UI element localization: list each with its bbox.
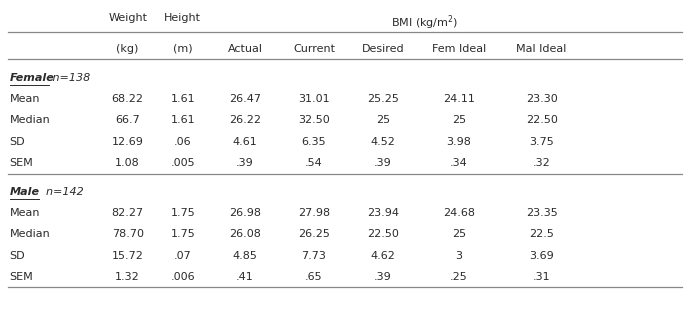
Text: 82.27: 82.27 — [112, 208, 144, 218]
Text: 66.7: 66.7 — [115, 116, 140, 126]
Text: .06: .06 — [174, 137, 192, 147]
Text: Mean: Mean — [10, 208, 40, 218]
Text: 3.98: 3.98 — [446, 137, 471, 147]
Text: .006: .006 — [170, 272, 195, 282]
Text: Mean: Mean — [10, 94, 40, 104]
Text: .39: .39 — [374, 158, 392, 168]
Text: Median: Median — [10, 229, 50, 239]
Text: .41: .41 — [236, 272, 254, 282]
Text: 1.32: 1.32 — [115, 272, 140, 282]
Text: 7.73: 7.73 — [302, 251, 326, 261]
Text: 26.08: 26.08 — [229, 229, 261, 239]
Text: (kg): (kg) — [117, 44, 139, 54]
Text: 24.68: 24.68 — [443, 208, 475, 218]
Text: 23.30: 23.30 — [526, 94, 558, 104]
Text: 12.69: 12.69 — [112, 137, 144, 147]
Text: 26.25: 26.25 — [298, 229, 330, 239]
Text: .39: .39 — [374, 272, 392, 282]
Text: Female: Female — [10, 73, 55, 83]
Text: 3.69: 3.69 — [529, 251, 554, 261]
Text: 32.50: 32.50 — [298, 116, 330, 126]
Text: 23.94: 23.94 — [367, 208, 399, 218]
Text: 1.75: 1.75 — [170, 208, 195, 218]
Text: Fem Ideal: Fem Ideal — [432, 44, 486, 54]
Text: 25: 25 — [452, 229, 466, 239]
Text: Mal Ideal: Mal Ideal — [516, 44, 567, 54]
Text: 1.08: 1.08 — [115, 158, 140, 168]
Text: 25: 25 — [452, 116, 466, 126]
Text: Median: Median — [10, 116, 50, 126]
Text: Male: Male — [10, 187, 39, 197]
Text: 23.35: 23.35 — [526, 208, 558, 218]
Text: .005: .005 — [170, 158, 195, 168]
Text: 4.52: 4.52 — [371, 137, 395, 147]
Text: n=142: n=142 — [39, 187, 83, 197]
Text: 4.61: 4.61 — [233, 137, 257, 147]
Text: n=138: n=138 — [49, 73, 90, 83]
Text: .34: .34 — [450, 158, 468, 168]
Text: 26.22: 26.22 — [229, 116, 261, 126]
Text: .65: .65 — [305, 272, 323, 282]
Text: 31.01: 31.01 — [298, 94, 330, 104]
Text: 26.98: 26.98 — [229, 208, 261, 218]
Text: .54: .54 — [305, 158, 323, 168]
Text: 22.5: 22.5 — [529, 229, 554, 239]
Text: 68.22: 68.22 — [112, 94, 144, 104]
Text: BMI (kg/m$^2$): BMI (kg/m$^2$) — [391, 13, 458, 32]
Text: .31: .31 — [533, 272, 551, 282]
Text: Weight: Weight — [108, 13, 147, 23]
Text: SD: SD — [10, 137, 26, 147]
Text: 3.75: 3.75 — [529, 137, 554, 147]
Text: 27.98: 27.98 — [298, 208, 330, 218]
Text: 25.25: 25.25 — [367, 94, 399, 104]
Text: 4.85: 4.85 — [233, 251, 257, 261]
Text: Desired: Desired — [362, 44, 404, 54]
Text: (m): (m) — [173, 44, 193, 54]
Text: .39: .39 — [236, 158, 254, 168]
Text: Current: Current — [293, 44, 335, 54]
Text: .07: .07 — [174, 251, 192, 261]
Text: 24.11: 24.11 — [443, 94, 475, 104]
Text: 22.50: 22.50 — [367, 229, 399, 239]
Text: SD: SD — [10, 251, 26, 261]
Text: 1.75: 1.75 — [170, 229, 195, 239]
Text: 4.62: 4.62 — [371, 251, 395, 261]
Text: 26.47: 26.47 — [229, 94, 261, 104]
Text: 3: 3 — [455, 251, 462, 261]
Text: 25: 25 — [376, 116, 390, 126]
Text: 1.61: 1.61 — [170, 116, 195, 126]
Text: 15.72: 15.72 — [112, 251, 144, 261]
Text: .32: .32 — [533, 158, 551, 168]
Text: Actual: Actual — [228, 44, 262, 54]
Text: 6.35: 6.35 — [302, 137, 326, 147]
Text: .25: .25 — [450, 272, 468, 282]
Text: SEM: SEM — [10, 158, 33, 168]
Text: Height: Height — [164, 13, 201, 23]
Text: 1.61: 1.61 — [170, 94, 195, 104]
Text: SEM: SEM — [10, 272, 33, 282]
Text: 22.50: 22.50 — [526, 116, 558, 126]
Text: 78.70: 78.70 — [112, 229, 144, 239]
